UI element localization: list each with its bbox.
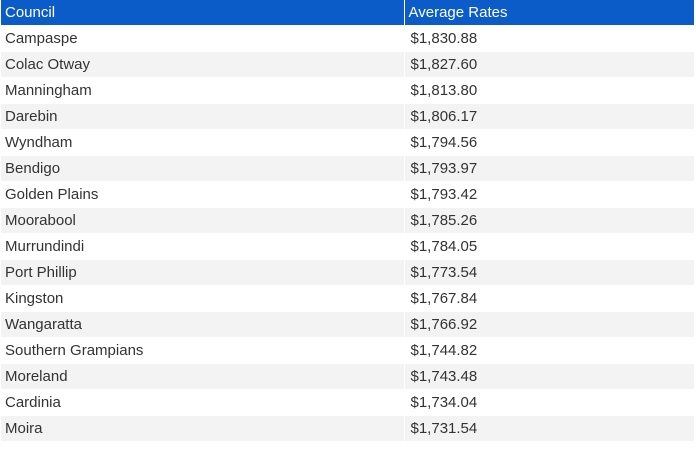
table-row: Moreland $1,743.48 — [1, 363, 694, 390]
rates-table-container: Council Average Rates Campaspe $1,830.88 C… — [1, 0, 694, 441]
average-rates-cell: $1,813.80 — [404, 77, 694, 104]
table-row: Moorabool $1,785.26 — [1, 207, 694, 234]
council-cell: Murrundindi — [1, 233, 405, 260]
council-cell: Campaspe — [1, 25, 405, 52]
council-cell: Bendigo — [1, 155, 405, 182]
header-row: Council Average Rates — [1, 0, 694, 26]
average-rates-cell: $1,806.17 — [404, 103, 694, 130]
table-row: Wyndham $1,794.56 — [1, 129, 694, 156]
average-rates-cell: $1,784.05 — [404, 233, 694, 260]
council-cell: Darebin — [1, 103, 405, 130]
table-row: Cardinia $1,734.04 — [1, 389, 694, 416]
table-row: Port Phillip $1,773.54 — [1, 259, 694, 286]
average-rates-cell: $1,767.84 — [404, 285, 694, 312]
council-cell: Kingston — [1, 285, 405, 312]
table-row: Moira $1,731.54 — [1, 415, 694, 441]
table-header: Council Average Rates — [1, 0, 694, 26]
table-row: Southern Grampians $1,744.82 — [1, 337, 694, 364]
average-rates-cell: $1,830.88 — [404, 25, 694, 52]
council-cell: Colac Otway — [1, 51, 405, 78]
table-row: Kingston $1,767.84 — [1, 285, 694, 312]
average-rates-cell: $1,734.04 — [404, 389, 694, 416]
table-row: Darebin $1,806.17 — [1, 103, 694, 130]
council-cell: Moorabool — [1, 207, 405, 234]
average-rates-cell: $1,793.42 — [404, 181, 694, 208]
average-rates-cell: $1,773.54 — [404, 259, 694, 286]
average-rates-cell: $1,827.60 — [404, 51, 694, 78]
average-rates-cell: $1,731.54 — [404, 415, 694, 441]
rates-table: Council Average Rates Campaspe $1,830.88 C… — [1, 0, 694, 441]
column-header-council[interactable]: Council — [1, 0, 405, 26]
council-cell: Manningham — [1, 77, 405, 104]
table-row: Golden Plains $1,793.42 — [1, 181, 694, 208]
table-row: Bendigo $1,793.97 — [1, 155, 694, 182]
council-cell: Moira — [1, 415, 405, 441]
average-rates-cell: $1,766.92 — [404, 311, 694, 338]
table-row: Murrundindi $1,784.05 — [1, 233, 694, 260]
average-rates-cell: $1,785.26 — [404, 207, 694, 234]
table-row: Manningham $1,813.80 — [1, 77, 694, 104]
table-row: Colac Otway $1,827.60 — [1, 51, 694, 78]
council-cell: Port Phillip — [1, 259, 405, 286]
council-cell: Cardinia — [1, 389, 405, 416]
column-header-average-rates[interactable]: Average Rates — [404, 0, 694, 26]
average-rates-cell: $1,794.56 — [404, 129, 694, 156]
council-cell: Wyndham — [1, 129, 405, 156]
average-rates-cell: $1,793.97 — [404, 155, 694, 182]
council-cell: Wangaratta — [1, 311, 405, 338]
council-cell: Moreland — [1, 363, 405, 390]
average-rates-cell: $1,743.48 — [404, 363, 694, 390]
council-cell: Golden Plains — [1, 181, 405, 208]
table-body: Campaspe $1,830.88 Colac Otway $1,827.60 Man… — [1, 25, 694, 441]
table-row: Campaspe $1,830.88 — [1, 25, 694, 52]
table-row: Wangaratta $1,766.92 — [1, 311, 694, 338]
council-cell: Southern Grampians — [1, 337, 405, 364]
average-rates-cell: $1,744.82 — [404, 337, 694, 364]
